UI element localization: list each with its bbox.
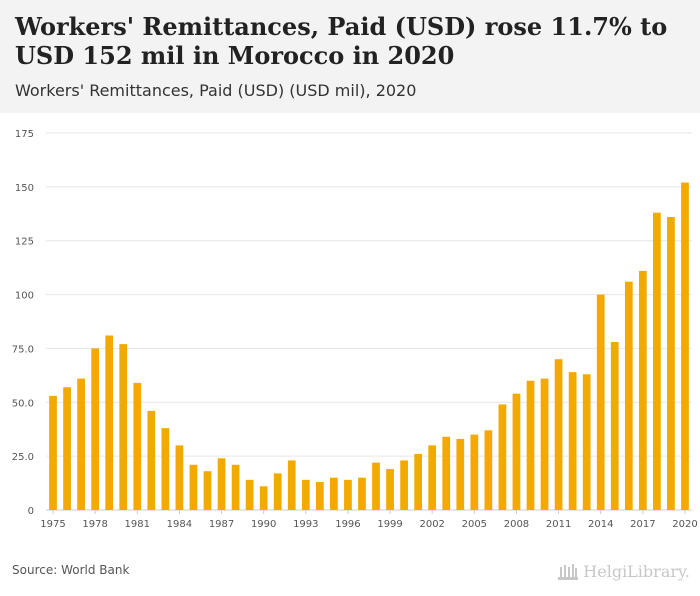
x-tick-label: 2020 (672, 519, 697, 530)
bar-1975[interactable] (49, 395, 57, 510)
y-tick-label: 125 (15, 237, 34, 248)
gridlines (46, 132, 692, 511)
bar-2017[interactable] (638, 270, 647, 510)
bar-2000[interactable] (400, 460, 408, 510)
bar-2006[interactable] (484, 430, 493, 510)
bar-2019[interactable] (667, 217, 675, 510)
x-tick-label: 1996 (335, 519, 360, 530)
bar-2005[interactable] (470, 434, 479, 510)
x-tick-label: 1993 (293, 519, 318, 530)
bar-2010[interactable] (540, 378, 549, 510)
bar-2007[interactable] (498, 404, 507, 510)
y-tick-label: 100 (15, 291, 34, 302)
x-tick-label: 2005 (462, 519, 487, 530)
bar-2013[interactable] (582, 374, 591, 510)
bar-1989[interactable] (245, 479, 254, 510)
bar-1981[interactable] (133, 382, 142, 510)
bar-2002[interactable] (428, 445, 437, 510)
x-tick-label: 2008 (504, 519, 529, 530)
bar-1980[interactable] (119, 344, 128, 510)
bar-2009[interactable] (526, 380, 535, 510)
y-tick-label: 25.0 (12, 452, 34, 463)
bar-1978[interactable] (91, 348, 100, 510)
bar-2020[interactable] (681, 182, 689, 510)
x-tick-label: 2002 (419, 519, 444, 530)
bar-2004[interactable] (456, 438, 465, 510)
bar-1991[interactable] (273, 473, 282, 510)
bar-1995[interactable] (330, 477, 338, 510)
bar-1982[interactable] (147, 410, 156, 510)
x-tick-label: 1987 (209, 519, 234, 530)
x-tick-label: 2014 (588, 519, 613, 530)
header-panel: Workers' Remittances, Paid (USD) rose 11… (0, 0, 700, 113)
bar-2016[interactable] (624, 281, 633, 510)
source-note: Source: World Bank (12, 563, 130, 577)
y-tick-label: 75.0 (12, 344, 34, 355)
bar-2008[interactable] (512, 393, 521, 510)
bar-1987[interactable] (217, 458, 226, 510)
bar-1979[interactable] (105, 335, 114, 510)
bar-1997[interactable] (358, 477, 366, 510)
x-tick-label: 1981 (125, 519, 150, 530)
library-building-icon (558, 564, 579, 580)
bar-2001[interactable] (414, 453, 423, 510)
bar-1994[interactable] (315, 481, 324, 510)
bar-1976[interactable] (63, 387, 71, 510)
bar-2015[interactable] (610, 341, 619, 510)
bar-2018[interactable] (653, 212, 661, 511)
bar-1977[interactable] (77, 378, 85, 510)
bar-2014[interactable] (596, 294, 605, 510)
bars (49, 182, 689, 511)
bar-1998[interactable] (372, 462, 380, 510)
y-tick-label: 150 (15, 183, 34, 194)
chart-subtitle: Workers' Remittances, Paid (USD) (USD mi… (15, 81, 417, 100)
y-tick-label: 0 (28, 506, 34, 517)
bar-1992[interactable] (287, 460, 296, 510)
helgilibrary-logo[interactable]: HelgiLibrary. (557, 559, 690, 583)
x-tick-label: 2011 (546, 519, 571, 530)
x-tick-label: 1990 (251, 519, 276, 530)
bar-2012[interactable] (568, 372, 577, 510)
bar-1988[interactable] (231, 464, 240, 510)
y-axis-ticks: 0 25.0 50.0 75.0 100 125 150 175 (12, 129, 34, 517)
x-tick-label: 1975 (40, 519, 65, 530)
y-tick-label: 175 (15, 129, 34, 140)
bar-2011[interactable] (554, 359, 563, 510)
bar-1996[interactable] (344, 479, 352, 510)
bar-1993[interactable] (301, 479, 310, 510)
x-tick-label: 1984 (167, 519, 192, 530)
bar-2003[interactable] (442, 436, 451, 510)
x-tick-label: 2017 (630, 519, 655, 530)
x-axis-ticks: 1975 1978 1981 1984 1987 1990 1993 1996 1999 2002… (40, 510, 698, 530)
bar-1984[interactable] (175, 445, 184, 510)
bar-1999[interactable] (386, 469, 394, 510)
x-tick-label: 1999 (377, 519, 402, 530)
bar-1986[interactable] (203, 471, 212, 510)
chart-title: Workers' Remittances, Paid (USD) rose 11… (15, 12, 668, 70)
bar-1985[interactable] (189, 464, 198, 510)
bar-1983[interactable] (161, 428, 170, 510)
logo-text: HelgiLibrary. (583, 561, 690, 581)
bar-1990[interactable] (259, 486, 268, 510)
y-tick-label: 50.0 (12, 398, 34, 409)
x-tick-label: 1978 (82, 519, 107, 530)
